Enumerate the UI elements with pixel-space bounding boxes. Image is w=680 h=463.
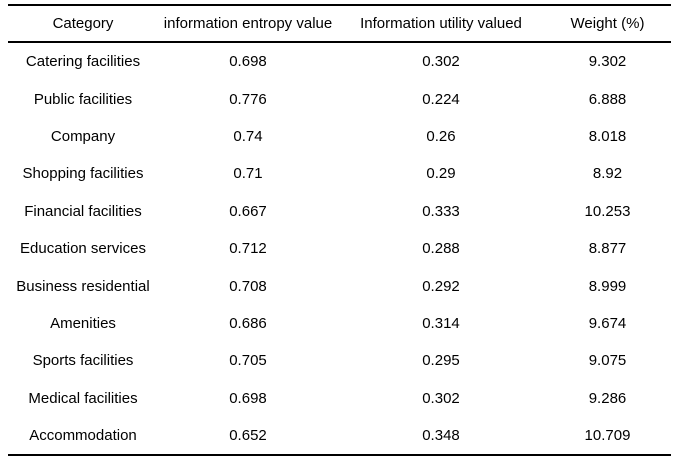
utility-cell: 0.302 bbox=[422, 53, 460, 71]
weight-cell: 10.709 bbox=[584, 427, 631, 445]
utility-cell: 0.292 bbox=[422, 277, 460, 295]
utility-cell: 0.29 bbox=[426, 165, 456, 183]
weight-cell: 8.877 bbox=[588, 240, 627, 258]
utility-cell: 0.288 bbox=[422, 240, 460, 258]
utility-cell: 0.302 bbox=[422, 389, 460, 407]
entropy-cell: 0.708 bbox=[229, 277, 267, 295]
entropy-cell: 0.776 bbox=[229, 90, 267, 108]
utility-cell: 0.348 bbox=[422, 427, 460, 445]
weight-cell: 9.286 bbox=[588, 389, 627, 407]
entropy-weight-table: Category information entropy value Infor… bbox=[8, 4, 671, 457]
weight-cell: 8.018 bbox=[588, 127, 627, 145]
weight-cell: 9.674 bbox=[588, 314, 627, 332]
column-header-category: Category bbox=[8, 5, 158, 43]
category-cell: Business residential bbox=[16, 277, 150, 295]
utility-cell: 0.224 bbox=[422, 90, 460, 108]
weight-cell: 9.075 bbox=[588, 352, 627, 370]
column-header-entropy: information entropy value bbox=[158, 5, 338, 43]
table-row: Education services 0.712 0.288 8.877 bbox=[8, 230, 671, 267]
weight-cell: 8.92 bbox=[592, 165, 623, 183]
category-cell: Company bbox=[50, 127, 116, 145]
table-row: Shopping facilities 0.71 0.29 8.92 bbox=[8, 155, 671, 192]
entropy-cell: 0.712 bbox=[229, 240, 267, 258]
category-cell: Medical facilities bbox=[28, 389, 138, 407]
category-cell: Accommodation bbox=[29, 427, 137, 445]
table-row: Accommodation 0.652 0.348 10.709 bbox=[8, 417, 671, 455]
entropy-cell: 0.686 bbox=[229, 314, 267, 332]
table-row: Amenities 0.686 0.314 9.674 bbox=[8, 305, 671, 342]
entropy-cell: 0.71 bbox=[233, 165, 263, 183]
column-header-weight: Weight (%) bbox=[544, 5, 671, 43]
category-cell: Catering facilities bbox=[25, 53, 141, 71]
category-cell: Financial facilities bbox=[24, 202, 142, 220]
weight-cell: 6.888 bbox=[588, 90, 627, 108]
table-row: Company 0.74 0.26 8.018 bbox=[8, 118, 671, 155]
entropy-cell: 0.74 bbox=[233, 127, 263, 145]
table-row: Business residential 0.708 0.292 8.999 bbox=[8, 267, 671, 304]
weight-cell: 9.302 bbox=[588, 53, 627, 71]
entropy-cell: 0.705 bbox=[229, 352, 267, 370]
column-header-utility: Information utility valued bbox=[338, 5, 544, 43]
table-row: Medical facilities 0.698 0.302 9.286 bbox=[8, 380, 671, 417]
table-row: Catering facilities 0.698 0.302 9.302 bbox=[8, 42, 671, 80]
category-cell: Sports facilities bbox=[32, 352, 134, 370]
entropy-cell: 0.667 bbox=[229, 202, 267, 220]
entropy-cell: 0.652 bbox=[229, 427, 267, 445]
table-row: Sports facilities 0.705 0.295 9.075 bbox=[8, 342, 671, 379]
table-row: Public facilities 0.776 0.224 6.888 bbox=[8, 80, 671, 117]
entropy-cell: 0.698 bbox=[229, 389, 267, 407]
weight-cell: 10.253 bbox=[584, 202, 631, 220]
table-row: Financial facilities 0.667 0.333 10.253 bbox=[8, 193, 671, 230]
category-cell: Amenities bbox=[50, 314, 116, 332]
category-cell: Education services bbox=[20, 240, 146, 258]
utility-cell: 0.314 bbox=[422, 314, 460, 332]
weight-cell: 8.999 bbox=[588, 277, 627, 295]
utility-cell: 0.295 bbox=[422, 352, 460, 370]
entropy-cell: 0.698 bbox=[229, 53, 267, 71]
header-row: Category information entropy value Infor… bbox=[8, 5, 671, 43]
utility-cell: 0.26 bbox=[426, 127, 456, 145]
category-cell: Public facilities bbox=[33, 90, 133, 108]
utility-cell: 0.333 bbox=[422, 202, 460, 220]
category-cell: Shopping facilities bbox=[22, 165, 144, 183]
